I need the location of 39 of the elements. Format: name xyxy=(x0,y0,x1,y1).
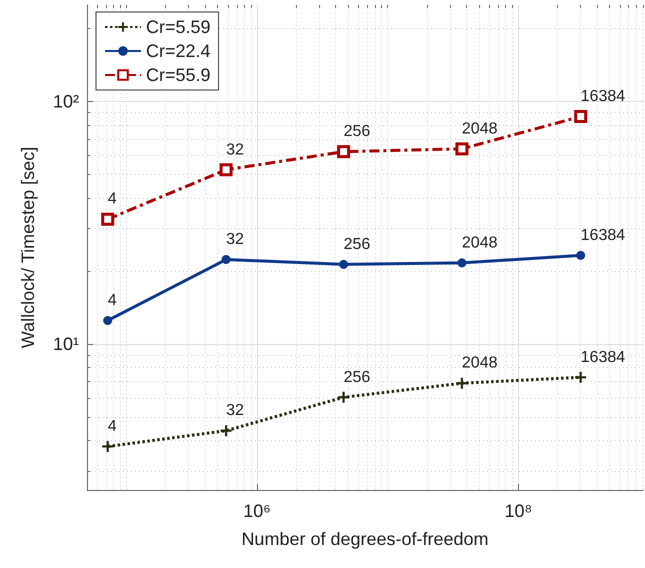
point xyxy=(339,260,348,269)
point xyxy=(575,372,586,383)
point xyxy=(456,378,468,389)
point xyxy=(222,255,231,264)
annotation: 256 xyxy=(344,236,370,253)
point xyxy=(455,142,468,156)
annotation: 256 xyxy=(344,368,370,386)
point xyxy=(103,316,112,325)
point xyxy=(338,392,350,403)
x-tick-label: 10⁸ xyxy=(504,501,532,521)
point xyxy=(220,163,233,176)
annotation: 32 xyxy=(226,231,244,248)
annotation: 32 xyxy=(226,402,244,420)
y-tick-label: 10² xyxy=(52,92,80,112)
annotation: 32 xyxy=(226,141,244,158)
annotation: 16384 xyxy=(580,88,626,106)
point xyxy=(220,425,232,436)
x-tick-label: 10⁶ xyxy=(243,501,271,521)
annotation: 4 xyxy=(108,292,117,309)
point xyxy=(102,440,114,452)
y-tick-label: 10¹ xyxy=(52,334,80,354)
annotation: 2048 xyxy=(462,120,498,138)
point xyxy=(574,110,588,124)
x-axis-title: Number of degrees-of-freedom xyxy=(241,529,489,549)
annotation: 2048 xyxy=(462,234,498,252)
annotation: 4 xyxy=(108,190,117,208)
annotation: 2048 xyxy=(462,354,498,372)
y-axis-title: Wallclock/ Timestep [sec] xyxy=(18,146,38,348)
legend-label: Cr=5.59 xyxy=(146,17,211,37)
point xyxy=(101,212,114,226)
annotation: 4 xyxy=(108,418,117,435)
point xyxy=(337,145,350,158)
point xyxy=(576,250,586,260)
annotation: 16384 xyxy=(580,226,626,244)
point xyxy=(457,258,466,268)
legend-label: Cr=22.4 xyxy=(146,41,211,61)
annotation: 16384 xyxy=(580,348,626,366)
annotation: 256 xyxy=(344,123,370,140)
legend-label: Cr=55.9 xyxy=(146,65,211,85)
